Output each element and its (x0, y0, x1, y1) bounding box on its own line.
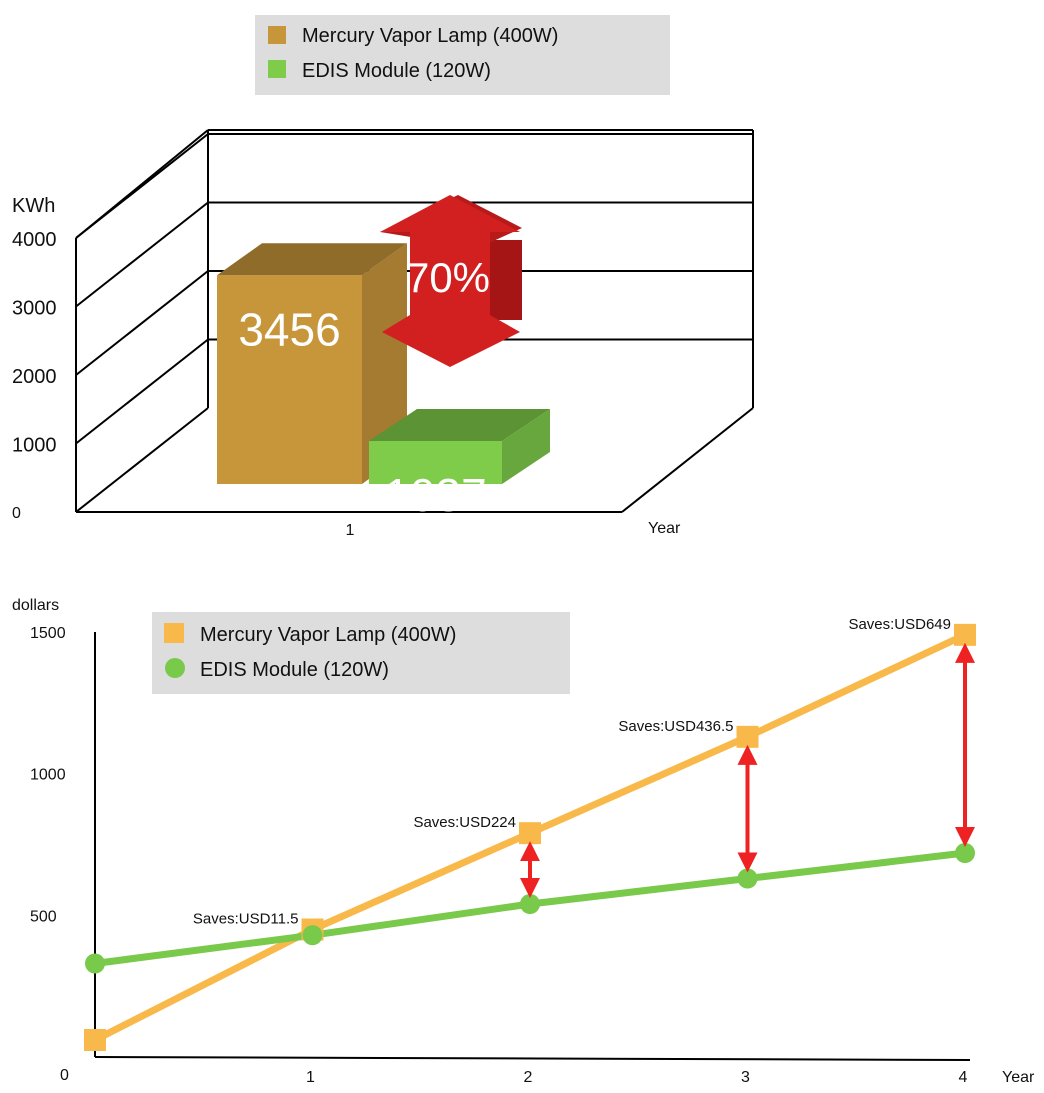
bar-legend: Mercury Vapor Lamp (400W) EDIS Module (1… (255, 15, 670, 95)
point-edis-2 (520, 894, 540, 914)
bar-mercury-front-face (217, 275, 362, 484)
savings-label-year-4: Saves:USD649 (848, 616, 951, 633)
line-series-group (84, 623, 976, 1051)
point-mercury-3 (736, 725, 759, 748)
point-edis-1-top (302, 925, 323, 946)
bar-y-tick-0: 0 (12, 505, 21, 522)
point-edis-0 (85, 953, 105, 974)
bar-y-tick-labels: 0 1000 2000 3000 4000 (12, 229, 57, 522)
line-y-tick-labels: 0 500 1000 1500 (30, 625, 69, 1084)
reduction-arrow: 70% (380, 195, 522, 367)
reduction-arrow-front (380, 195, 520, 367)
bar-edis-top-face (369, 408, 550, 441)
bar-mercury-top-face (217, 243, 407, 276)
point-mercury-4 (954, 623, 976, 646)
cost-line-chart: dollars Year 0 500 1000 1500 1 2 3 4 Saves:USD… (12, 597, 1035, 1086)
bar-gridline-side-3 (75, 201, 209, 308)
bar-y-tick-3: 3000 (12, 298, 57, 320)
bar-legend-label-edis: EDIS Module (120W) (302, 60, 491, 82)
line-x-tick-1: 1 (306, 1069, 315, 1086)
bar-y-axis-label: KWh (12, 195, 55, 217)
bar-edis-value-label: 1037 (384, 469, 486, 521)
line-legend-box (152, 612, 570, 694)
line-x-axis-label: Year (1002, 1069, 1035, 1086)
floor-left-edge (75, 407, 209, 513)
bar-gridline-side-2 (75, 270, 209, 376)
line-x-tick-2: 2 (524, 1069, 533, 1086)
floor-right-edge (621, 407, 754, 513)
line-legend-label-mercury: Mercury Vapor Lamp (400W) (200, 624, 456, 646)
bar-y-tick-1: 1000 (12, 435, 57, 457)
savings-arrows (520, 642, 975, 898)
bar-edis-module: 1037 (369, 408, 550, 521)
savings-label-year-1: Saves:USD11.5 (193, 911, 299, 928)
line-y-tick-3: 1500 (30, 625, 66, 642)
line-x-axis (94, 1056, 971, 1061)
bar-edis-side-face (502, 408, 550, 484)
savings-label-year-3: Saves:USD436.5 (618, 718, 733, 735)
bar-legend-box (255, 15, 670, 95)
line-x-tick-labels: 1 2 3 4 (306, 1069, 968, 1086)
point-mercury-2 (519, 822, 541, 845)
line-y-axis-label: dollars (12, 597, 59, 614)
bar-gridline-side-1 (75, 338, 209, 445)
point-edis-4 (955, 843, 975, 863)
line-legend-marker-mercury (164, 623, 184, 643)
line-x-tick-4: 4 (959, 1069, 968, 1086)
bar-y-tick-4: 4000 (12, 229, 57, 251)
bar-gridline-side-4 (75, 133, 209, 239)
bar-x-axis-label: Year (648, 520, 681, 537)
line-legend-marker-edis (165, 658, 185, 678)
line-legend-label-edis: EDIS Module (120W) (200, 659, 389, 681)
bar-legend-label-mercury: Mercury Vapor Lamp (400W) (302, 25, 558, 47)
line-x-tick-3: 3 (741, 1069, 750, 1086)
bar-edis-front-face (369, 440, 502, 484)
bar-mercury-value-label: 3456 (238, 303, 340, 355)
energy-bar-chart: Mercury Vapor Lamp (400W) EDIS Module (1… (12, 15, 754, 539)
bar-x-tick-label: 1 (346, 522, 355, 539)
bar-legend-swatch-mercury (268, 26, 286, 44)
reduction-percent-label: 70% (406, 254, 490, 301)
bar-y-tick-2: 2000 (12, 366, 57, 388)
line-y-tick-0: 0 (60, 1067, 69, 1084)
savings-annotations: Saves:USD11.5 Saves:USD224 Saves:USD436.5 S… (193, 616, 951, 928)
line-y-tick-1: 500 (30, 908, 57, 925)
bar-legend-swatch-edis (268, 60, 286, 78)
point-mercury-0 (84, 1029, 106, 1051)
point-edis-3 (737, 868, 758, 889)
line-y-tick-2: 1000 (30, 767, 66, 784)
line-legend: Mercury Vapor Lamp (400W) EDIS Module (1… (152, 612, 570, 694)
bar-mercury-vapor: 3456 (217, 243, 407, 484)
savings-label-year-2: Saves:USD224 (413, 814, 516, 831)
